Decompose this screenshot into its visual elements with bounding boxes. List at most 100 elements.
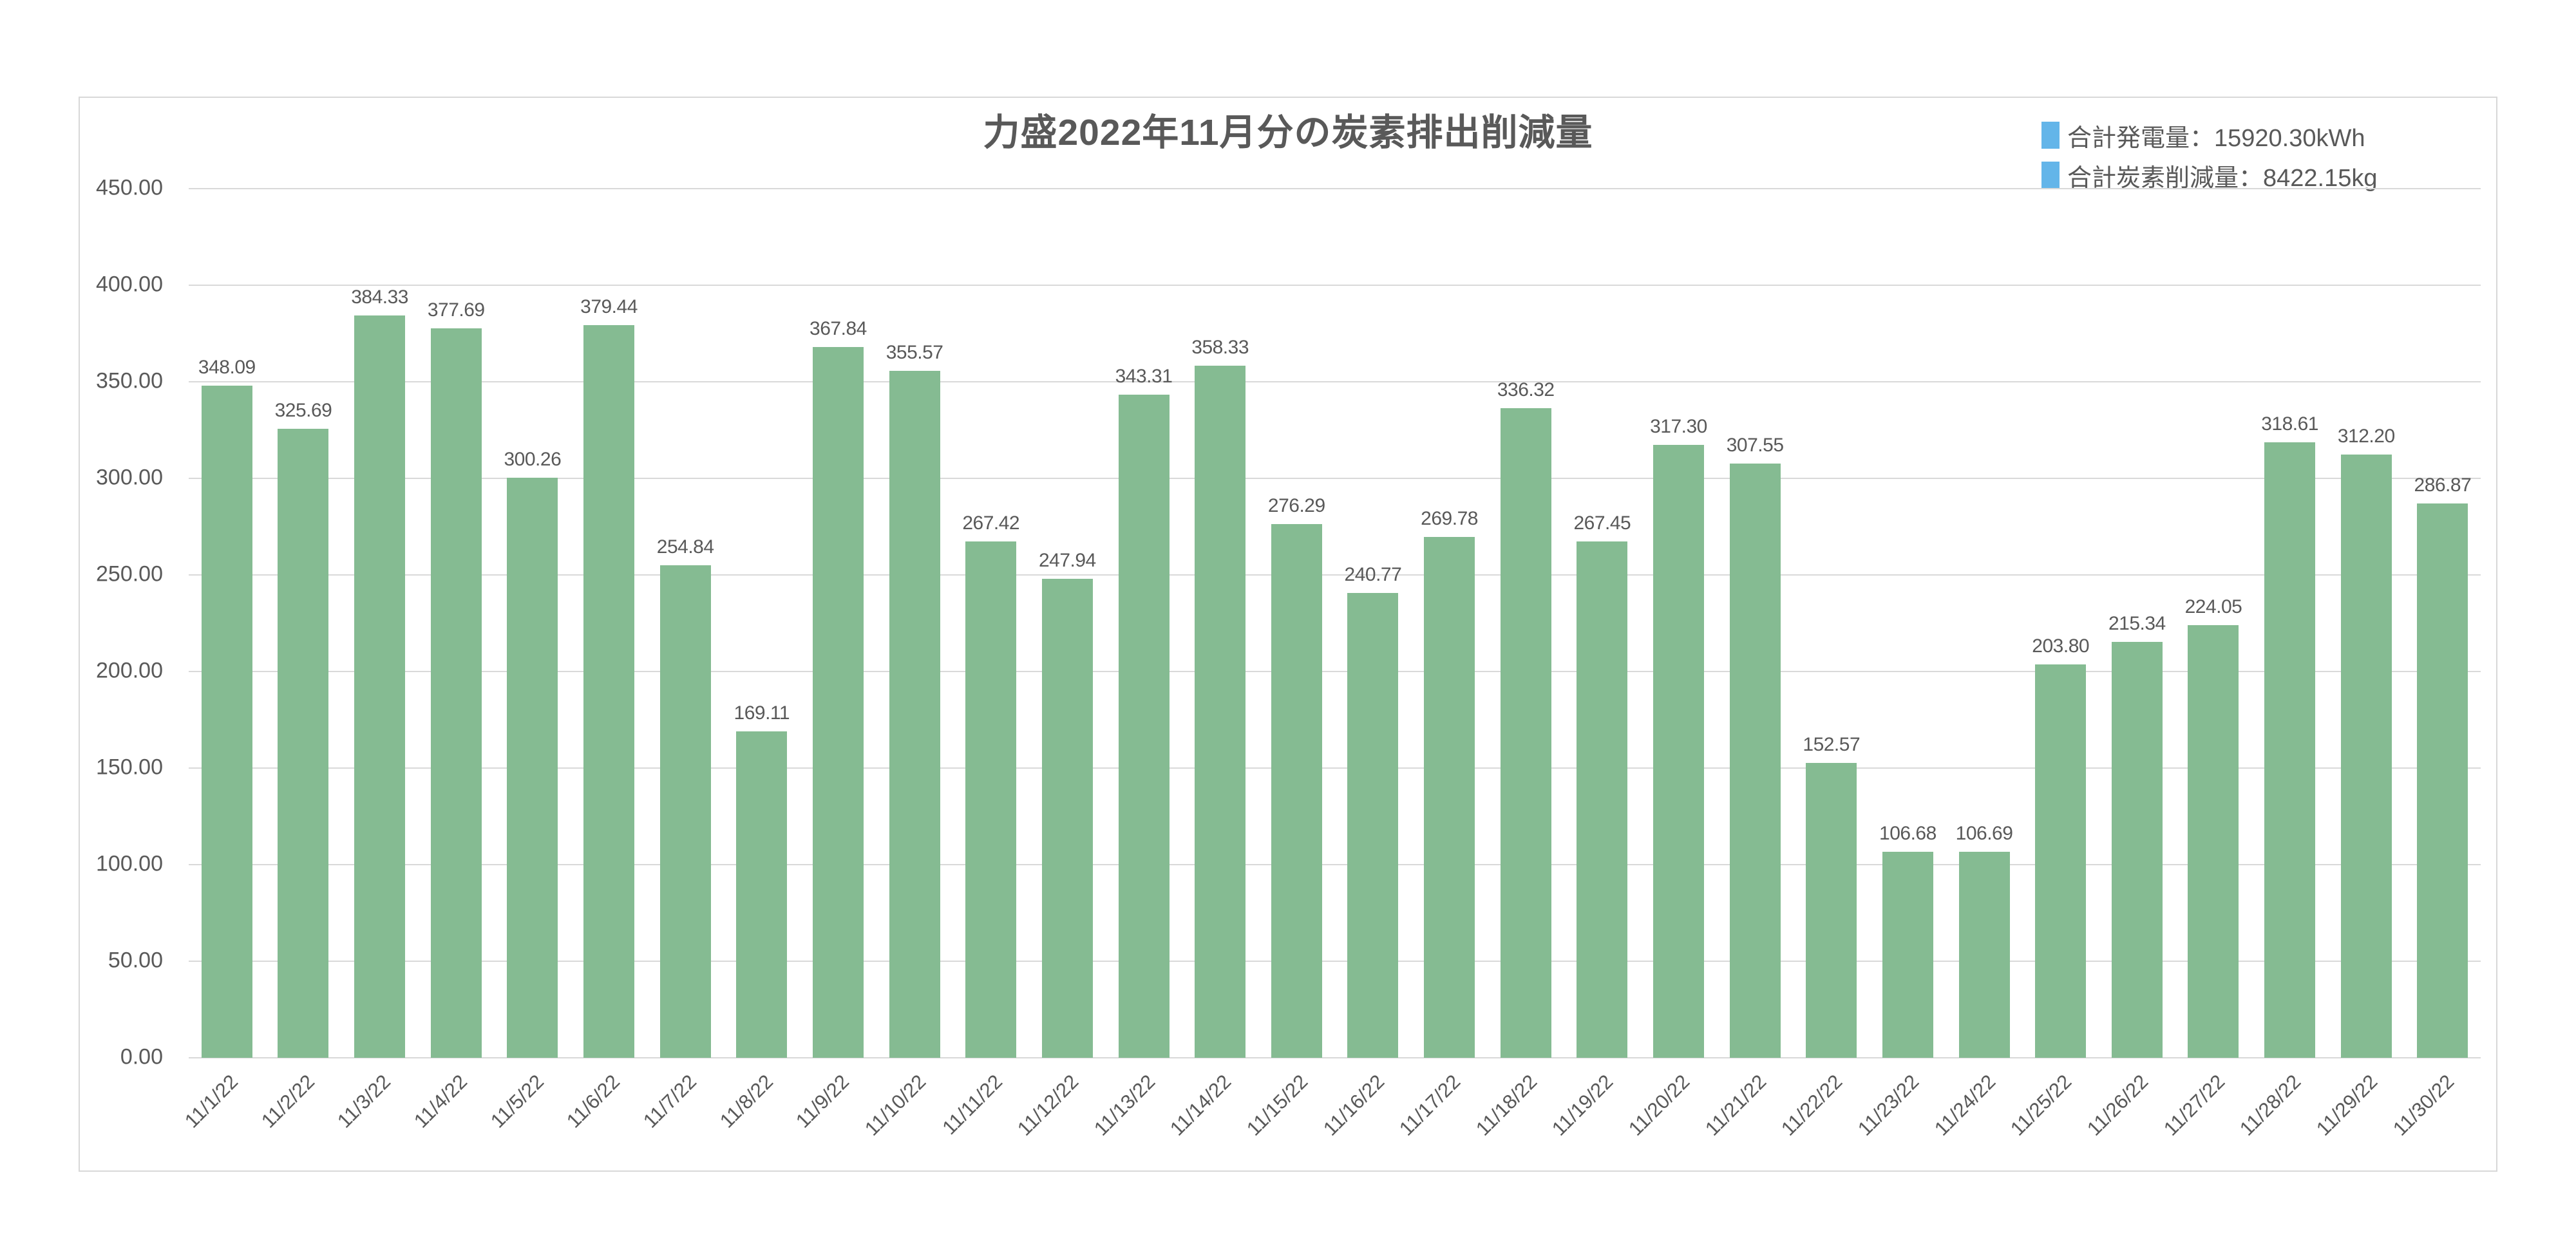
bar-slot: 307.55 11/21/22 xyxy=(1701,189,1794,1140)
x-axis-tick-label: 11/28/22 xyxy=(2235,1070,2306,1140)
bar xyxy=(354,315,406,1058)
bar-slot: 247.94 11/12/22 xyxy=(1013,189,1106,1140)
bar xyxy=(2264,442,2316,1058)
bar xyxy=(1347,592,1399,1058)
bar-value-label: 355.57 xyxy=(886,342,943,364)
x-axis-tick-label: 11/18/22 xyxy=(1471,1070,1542,1140)
x-axis-tick-label: 11/12/22 xyxy=(1012,1070,1083,1140)
legend-label-total-generation: 合計発電量：15920.30kWh xyxy=(2067,124,2365,152)
gridline xyxy=(189,671,2481,672)
bar xyxy=(583,324,635,1058)
bar xyxy=(736,731,788,1058)
bar xyxy=(1424,536,1475,1058)
plot-area: 450.00 400.00 350.00 300.00 250.00 200.00 150.… xyxy=(96,176,2481,1140)
bar-value-label: 358.33 xyxy=(1191,337,1249,359)
y-axis-tick-label: 350.00 xyxy=(96,368,163,393)
legend-label-total-carbon-reduction: 合計炭素削減量：8422.15kg xyxy=(2067,164,2378,192)
bar xyxy=(965,541,1017,1058)
bar-slot: 312.20 11/29/22 xyxy=(2312,189,2405,1140)
bar xyxy=(2340,455,2392,1058)
y-axis-labels: 450.00 400.00 350.00 300.00 250.00 200.00 150.… xyxy=(96,176,2481,1069)
bar xyxy=(1041,579,1093,1058)
bar-value-label: 267.45 xyxy=(1573,512,1631,534)
bar xyxy=(430,328,482,1058)
bar-slot: 377.69 11/4/22 xyxy=(410,189,495,1132)
gridline xyxy=(189,767,2481,769)
x-axis-tick-label: 11/26/22 xyxy=(2082,1070,2153,1140)
bar-value-label: 267.42 xyxy=(962,512,1020,534)
chart-card: 力盛2022年11月分の炭素排出削減量 合計発電量：15920.30kWh 合計… xyxy=(79,97,2497,1172)
bar-slot: 325.69 11/2/22 xyxy=(257,189,342,1132)
x-axis-tick-label: 11/2/22 xyxy=(256,1070,319,1132)
bar-slot: 224.05 11/27/22 xyxy=(2159,189,2252,1140)
x-axis-tick-label: 11/3/22 xyxy=(333,1070,395,1132)
x-axis-tick-label: 11/11/22 xyxy=(937,1070,1007,1140)
x-axis-tick-label: 11/4/22 xyxy=(410,1070,472,1132)
bar-slot: 254.84 11/7/22 xyxy=(639,189,724,1132)
bar xyxy=(1577,541,1628,1058)
bar-slot: 336.32 11/18/22 xyxy=(1472,189,1564,1140)
y-axis-tick-label: 400.00 xyxy=(96,272,163,297)
bar xyxy=(1271,524,1322,1058)
x-axis-tick-label: 11/8/22 xyxy=(715,1070,777,1132)
bar-slot: 276.29 11/15/22 xyxy=(1242,189,1335,1140)
legend-swatch xyxy=(2041,122,2060,149)
bar xyxy=(1653,445,1704,1058)
bar-slot: 300.26 11/5/22 xyxy=(486,189,571,1132)
bar xyxy=(1729,464,1781,1058)
x-axis-tick-label: 11/16/22 xyxy=(1318,1070,1388,1140)
bar-value-label: 254.84 xyxy=(656,536,714,558)
bar-value-label: 215.34 xyxy=(2108,612,2166,634)
legend-item-total-carbon-reduction: 合計炭素削減量：8422.15kg xyxy=(2041,161,2378,192)
bar-slot: 106.68 11/23/22 xyxy=(1853,189,1946,1140)
bar-value-label: 106.69 xyxy=(1955,822,2013,844)
bar-value-label: 286.87 xyxy=(2414,474,2472,496)
y-axis-tick-label: 0.00 xyxy=(120,1044,163,1069)
bar-slot: 240.77 11/16/22 xyxy=(1319,189,1412,1140)
bar-value-label: 224.05 xyxy=(2184,596,2242,617)
bar xyxy=(1806,763,1857,1058)
x-axis-tick-label: 11/29/22 xyxy=(2311,1070,2382,1140)
bar xyxy=(812,347,864,1058)
bar-value-label: 276.29 xyxy=(1267,495,1325,517)
bar-value-label: 343.31 xyxy=(1115,366,1173,388)
bar xyxy=(2417,503,2468,1058)
bar-value-label: 367.84 xyxy=(810,318,867,340)
x-axis-tick-label: 11/20/22 xyxy=(1624,1070,1694,1140)
bar-value-label: 240.77 xyxy=(1344,563,1402,585)
y-axis-tick-label: 200.00 xyxy=(96,658,163,683)
bar-value-label: 336.32 xyxy=(1497,379,1555,401)
x-axis-tick-label: 11/30/22 xyxy=(2388,1070,2458,1140)
bar-slot: 106.69 11/24/22 xyxy=(1930,189,2023,1140)
bar xyxy=(1118,395,1170,1058)
x-axis-tick-label: 11/17/22 xyxy=(1395,1070,1465,1140)
bar-value-label: 203.80 xyxy=(2032,635,2090,657)
bar-value-label: 307.55 xyxy=(1726,435,1784,456)
x-axis-tick-label: 11/15/22 xyxy=(1242,1070,1312,1140)
x-axis-tick-label: 11/22/22 xyxy=(1777,1070,1847,1140)
bar xyxy=(1958,851,2010,1058)
gridline xyxy=(189,574,2481,576)
y-axis-tick-label: 50.00 xyxy=(108,948,163,973)
gridline xyxy=(189,960,2481,962)
y-axis-tick-label: 450.00 xyxy=(96,175,163,200)
bar-value-label: 325.69 xyxy=(274,399,332,421)
bar-slot: 384.33 11/3/22 xyxy=(333,189,418,1132)
gridline xyxy=(189,188,2481,189)
gridline xyxy=(189,478,2481,479)
bar xyxy=(1195,366,1246,1058)
bar-slot: 203.80 11/25/22 xyxy=(2006,189,2099,1140)
x-axis-tick-label: 11/27/22 xyxy=(2159,1070,2230,1140)
bar-slot: 348.09 11/1/22 xyxy=(180,189,265,1132)
bar xyxy=(1882,851,1933,1058)
bar xyxy=(889,371,940,1058)
x-axis-line xyxy=(189,1057,2481,1058)
gridline xyxy=(189,380,2481,382)
bar-value-label: 384.33 xyxy=(351,287,408,308)
bar-slot: 343.31 11/13/22 xyxy=(1090,189,1182,1140)
x-axis-tick-label: 11/9/22 xyxy=(791,1070,854,1132)
x-axis-tick-label: 11/13/22 xyxy=(1089,1070,1160,1140)
x-axis-tick-label: 11/1/22 xyxy=(180,1070,243,1132)
bar-value-label: 348.09 xyxy=(198,356,256,378)
bar-value-label: 317.30 xyxy=(1650,416,1707,438)
